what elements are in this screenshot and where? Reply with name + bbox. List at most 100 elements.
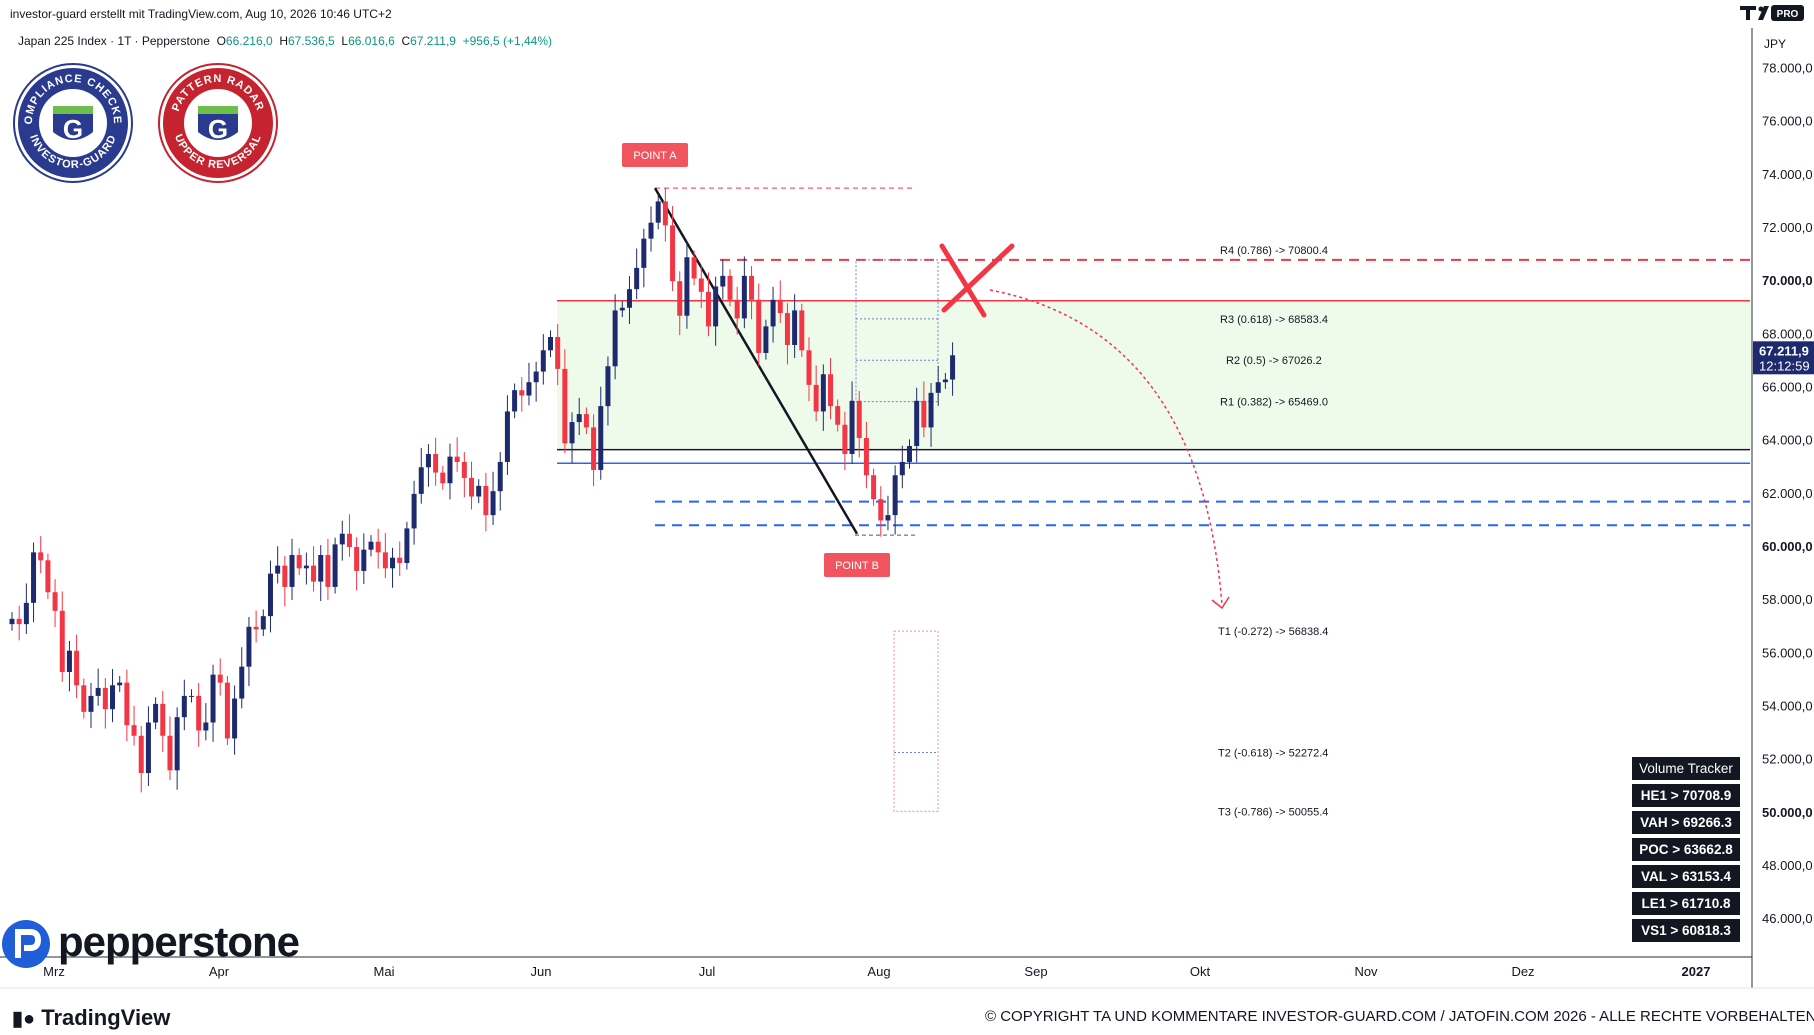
candle	[368, 535, 374, 557]
copyright-notice: © COPYRIGHT TA UND KOMMENTARE INVESTOR-G…	[985, 1008, 1814, 1025]
candle	[928, 383, 934, 447]
price-tick: 60.000,0	[1762, 539, 1813, 554]
badge1-letter: G	[63, 114, 83, 144]
time-tick: Sep	[1024, 964, 1047, 979]
time-tick: Apr	[209, 964, 230, 979]
candle	[174, 707, 180, 790]
candle	[138, 725, 144, 793]
tradingview-pro-logo: PRO	[1740, 5, 1804, 21]
candle	[655, 194, 661, 230]
pro-label: PRO	[1777, 9, 1799, 20]
candle	[275, 546, 281, 584]
candle	[921, 381, 927, 438]
candle	[576, 397, 582, 436]
time-tick: Mrz	[43, 964, 65, 979]
volume-tracker: Volume Tracker HE1 > 70708.9 VAH > 69266…	[1632, 757, 1740, 946]
candle	[66, 640, 72, 692]
candle	[23, 583, 29, 634]
candle	[117, 675, 123, 692]
countdown-value: 12:12:59	[1759, 358, 1810, 373]
candle	[260, 609, 266, 637]
candle	[38, 536, 44, 574]
candle	[548, 330, 553, 357]
legend-low: 66.016,6	[348, 34, 395, 48]
candle	[9, 612, 15, 631]
fib-level-label: R1 (0.382) -> 65469.0	[1220, 397, 1328, 409]
candle	[224, 675, 230, 746]
price-tick: 74.000,0	[1762, 167, 1813, 182]
candle	[591, 414, 597, 487]
price-tick: 48.000,0	[1762, 858, 1813, 873]
candle	[239, 647, 245, 709]
tradingview-wordmark: TradingView	[41, 1005, 171, 1030]
candle	[899, 445, 905, 489]
price-tick: 64.000,0	[1762, 433, 1813, 448]
candle	[411, 480, 417, 545]
vt-row: VAL > 63153.4	[1632, 865, 1740, 888]
candle	[806, 337, 812, 402]
candle	[318, 545, 324, 601]
fib-level-label: T2 (-0.618) -> 52272.4	[1218, 747, 1328, 759]
candle	[763, 319, 769, 360]
price-tick: 58.000,0	[1762, 592, 1813, 607]
candle	[454, 437, 460, 472]
candle	[950, 342, 956, 396]
candle	[741, 256, 747, 329]
candle	[490, 471, 496, 525]
candle	[110, 669, 116, 723]
candle	[504, 395, 510, 475]
candle	[210, 664, 216, 742]
time-tick: Aug	[867, 964, 890, 979]
candle	[935, 365, 941, 406]
legend-open: 66.216,0	[225, 34, 273, 48]
time-tick: Jul	[699, 964, 716, 979]
tv-icon: ▮●	[12, 1008, 36, 1030]
candle	[605, 356, 611, 426]
candle	[641, 228, 647, 288]
legend-c-label: C	[401, 34, 411, 48]
candle	[598, 386, 604, 480]
candle	[189, 689, 194, 703]
candle	[217, 658, 223, 696]
candle	[842, 411, 848, 471]
candle	[167, 716, 173, 781]
candle	[662, 188, 668, 242]
candle	[828, 358, 834, 420]
candle	[799, 303, 805, 357]
projection-arrow	[989, 289, 1223, 606]
tradingview-logo: ▮● TradingView	[12, 1005, 170, 1031]
compliance-checked-badge: COMPLIANCE CHECKED INVESTOR-GUARD G	[12, 62, 133, 183]
candle	[634, 248, 640, 299]
last-price-tag	[1753, 341, 1814, 375]
candle	[418, 447, 424, 504]
price-tick: 72.000,0	[1762, 220, 1813, 235]
candle	[820, 364, 826, 431]
candle	[232, 685, 238, 755]
vt-row: VAH > 69266.3	[1632, 811, 1740, 834]
candle	[784, 303, 790, 365]
candle	[45, 553, 51, 599]
vt-row: VS1 > 60818.3	[1632, 919, 1740, 942]
candle	[583, 407, 589, 435]
candle	[397, 541, 403, 577]
top-bar: investor-guard erstellt mit TradingView.…	[0, 0, 1814, 28]
legend-h-label: H	[279, 34, 288, 48]
candle	[497, 452, 503, 511]
fib-level-label: R4 (0.786) -> 70800.4	[1220, 245, 1328, 257]
candle	[878, 486, 884, 537]
candle	[727, 269, 733, 307]
candle	[88, 682, 94, 729]
candle	[749, 266, 755, 320]
candle	[540, 334, 546, 385]
candle	[907, 439, 912, 469]
pepperstone-logo: pepperstone	[0, 918, 320, 970]
fib-level-label: T3 (-0.786) -> 50055.4	[1218, 806, 1328, 818]
point-a-label	[622, 143, 688, 167]
point-b-text: POINT B	[835, 560, 879, 572]
pepperstone-icon	[2, 920, 50, 968]
candle	[303, 552, 309, 585]
candle	[425, 444, 431, 487]
candle	[849, 381, 855, 464]
candle	[914, 387, 920, 463]
